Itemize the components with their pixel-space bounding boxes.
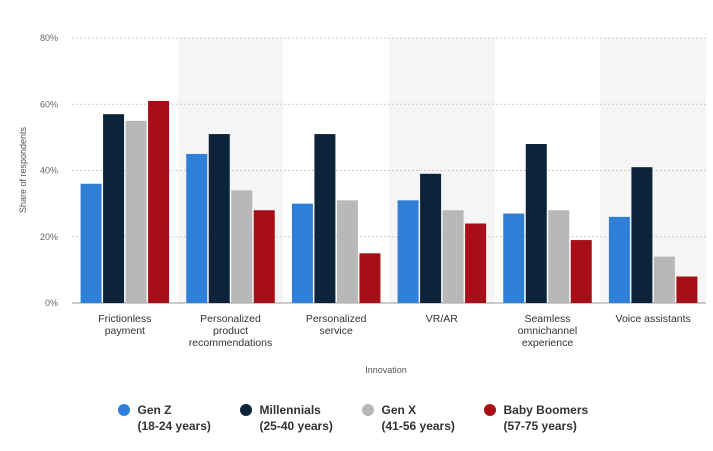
y-tick-label: 60%	[40, 99, 58, 109]
legend-item[interactable]: Gen X (41-56 years)	[361, 402, 474, 434]
legend-item[interactable]: Millennials (25-40 years)	[239, 402, 352, 434]
legend-item[interactable]: Gen Z (18-24 years)	[117, 402, 230, 434]
legend-marker	[483, 404, 496, 416]
legend-series-name: Baby Boomers	[503, 403, 589, 417]
y-tick-label: 0%	[45, 298, 58, 308]
bar-gen-x	[548, 210, 570, 303]
y-axis-ticks: 0% 20% 40% 60% 80%	[40, 33, 58, 308]
bar-gen-z	[503, 213, 525, 303]
x-tick-label: Personalized service	[306, 313, 367, 337]
legend-series-age: (57-75 years)	[503, 419, 577, 433]
legend-item[interactable]: Baby Boomers (57-75 years)	[483, 402, 596, 434]
x-axis-title: Innovation	[365, 365, 407, 375]
bar-millennials	[631, 167, 653, 303]
legend: Gen Z (18-24 years) Millennials (25-40 year…	[0, 402, 713, 434]
legend-series-age: (25-40 years)	[259, 419, 333, 433]
legend-marker	[361, 404, 374, 416]
bar-millennials	[314, 134, 336, 303]
legend-label: Millennials (25-40 years)	[260, 402, 333, 434]
legend-label: Baby Boomers (57-75 years)	[504, 402, 589, 434]
bar-baby-boomers	[359, 253, 381, 303]
y-axis-title: Share of respondents	[18, 126, 28, 213]
x-tick-label: Personalized product recommendations	[189, 313, 272, 349]
bar-baby-boomers	[570, 240, 592, 303]
bar-gen-z	[397, 200, 419, 303]
bars	[80, 100, 698, 303]
y-tick-label: 20%	[40, 232, 58, 242]
bar-baby-boomers	[148, 100, 170, 303]
bar-gen-z	[186, 153, 208, 303]
bar-gen-x	[231, 190, 253, 303]
bar-millennials	[208, 134, 230, 303]
bar-millennials	[103, 114, 125, 303]
y-tick-label: 40%	[40, 166, 58, 176]
bar-millennials	[525, 144, 547, 303]
bar-gen-z	[80, 183, 102, 303]
legend-marker	[117, 404, 130, 416]
x-tick-label: Voice assistants	[616, 313, 691, 325]
legend-series-age: (18-24 years)	[137, 419, 211, 433]
legend-series-name: Gen Z	[137, 403, 172, 417]
bar-gen-x	[442, 210, 464, 303]
bar-gen-x	[336, 200, 358, 303]
bar-millennials	[420, 173, 442, 303]
bar-gen-x	[653, 256, 675, 303]
bar-baby-boomers	[253, 210, 275, 303]
legend-series-age: (41-56 years)	[381, 419, 455, 433]
x-tick-label: Frictionless payment	[98, 313, 151, 337]
bar-gen-z	[291, 203, 313, 303]
x-tick-label: VR/AR	[426, 313, 459, 325]
gridlines	[72, 37, 706, 304]
bar-baby-boomers	[465, 223, 487, 303]
x-axis-labels: Frictionless payment Personalized product re…	[98, 313, 691, 349]
bar-baby-boomers	[676, 276, 698, 303]
bar-gen-x	[125, 120, 147, 303]
legend-series-name: Millennials	[259, 403, 321, 417]
legend-marker	[239, 404, 252, 416]
legend-series-name: Gen X	[381, 403, 417, 417]
bar-gen-z	[608, 216, 630, 303]
legend-label: Gen Z (18-24 years)	[138, 402, 211, 434]
y-tick-label: 80%	[40, 33, 58, 43]
legend-label: Gen X (41-56 years)	[382, 402, 455, 434]
chart: 0% 20% 40% 60% 80% Frictionless payment Person…	[18, 33, 706, 375]
x-tick-label: Seamless omnichannel experience	[518, 313, 578, 349]
